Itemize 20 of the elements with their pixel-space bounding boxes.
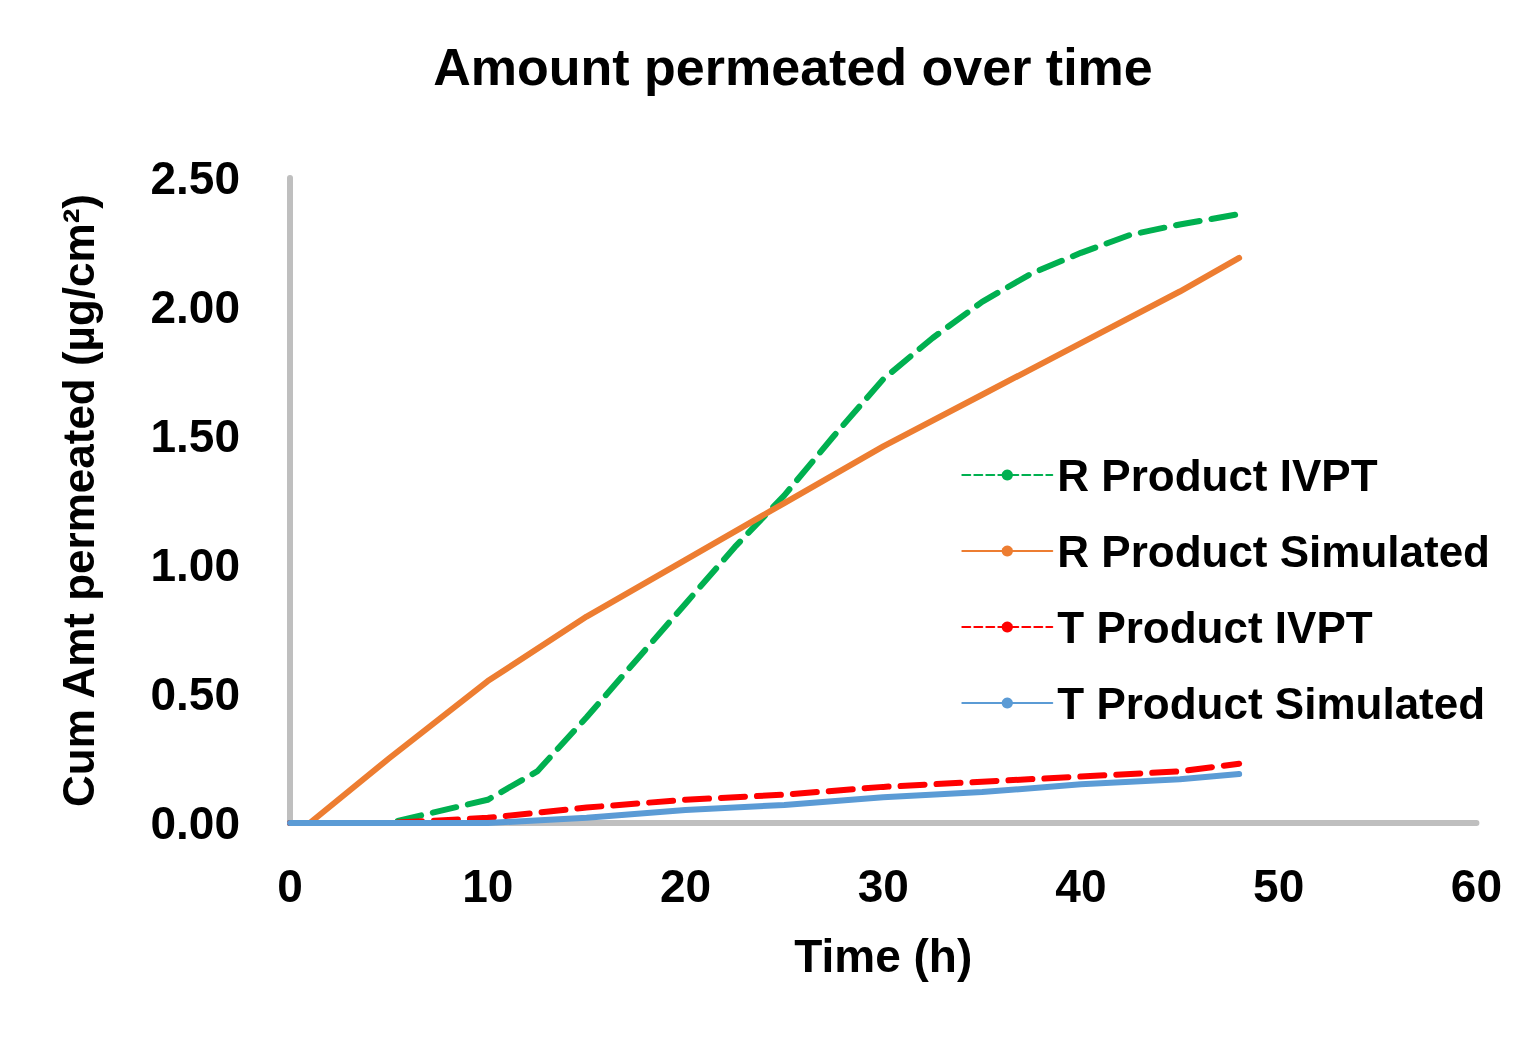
x-tick-label: 20 bbox=[659, 860, 712, 912]
y-tick-label: 0.00 bbox=[150, 797, 240, 849]
x-tick-label: 0 bbox=[277, 860, 303, 912]
legend-label: T Product IVPT bbox=[1057, 602, 1373, 652]
chart-title: Amount permeated over time bbox=[433, 38, 1153, 96]
y-tick-label: 1.00 bbox=[150, 539, 240, 591]
y-axis-title: Cum Amt permeated (µg/cm²) bbox=[53, 194, 103, 807]
y-tick-label: 0.50 bbox=[150, 668, 240, 720]
legend-label: R Product IVPT bbox=[1057, 450, 1378, 500]
x-axis-title: Time (h) bbox=[794, 930, 973, 982]
x-tick-label: 60 bbox=[1450, 860, 1502, 912]
y-tick-label: 1.50 bbox=[150, 410, 240, 462]
y-tick-label: 2.50 bbox=[150, 152, 240, 204]
legend-label: T Product Simulated bbox=[1057, 678, 1486, 728]
legend-label: R Product Simulated bbox=[1057, 526, 1490, 576]
x-tick-label: 10 bbox=[462, 860, 514, 912]
x-tick-label: 50 bbox=[1253, 860, 1305, 912]
y-tick-label: 2.00 bbox=[150, 281, 240, 333]
x-tick-label: 40 bbox=[1055, 860, 1107, 912]
x-tick-label: 30 bbox=[857, 860, 909, 912]
